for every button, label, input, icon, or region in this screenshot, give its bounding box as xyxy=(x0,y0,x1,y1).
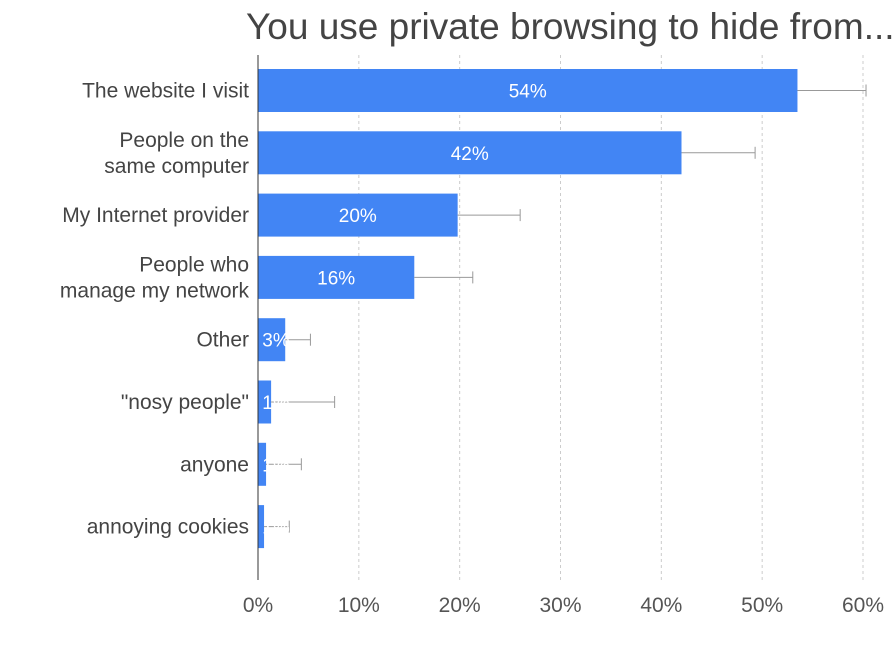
bar xyxy=(258,131,682,175)
bar xyxy=(258,255,415,299)
category-label: People on the xyxy=(119,129,249,152)
chart-title: You use private browsing to hide from... xyxy=(246,6,895,47)
bar-value-label: 42% xyxy=(451,144,489,165)
category-label: anyone xyxy=(180,453,249,476)
bar xyxy=(258,69,798,112)
bar-value-label: 20% xyxy=(339,206,377,227)
x-tick-label: 0% xyxy=(243,594,273,617)
bar xyxy=(258,442,267,486)
bar xyxy=(258,505,265,549)
category-label: The website I visit xyxy=(82,80,249,103)
x-tick-label: 60% xyxy=(842,594,884,617)
bar-value-label: 16% xyxy=(317,268,355,289)
category-label: Other xyxy=(196,329,249,352)
category-label: manage my network xyxy=(60,279,250,302)
bar xyxy=(258,318,286,362)
category-label: My Internet provider xyxy=(62,204,249,227)
bar-value-label: 3% xyxy=(262,331,290,352)
category-label: "nosy people" xyxy=(121,391,249,414)
category-label: People who xyxy=(139,253,249,276)
category-label: same computer xyxy=(104,155,249,178)
category-label: annoying cookies xyxy=(87,516,249,539)
x-tick-label: 40% xyxy=(640,594,682,617)
x-tick-label: 50% xyxy=(741,594,783,617)
bar-value-label: 54% xyxy=(509,82,547,103)
bar-value-label: 1% xyxy=(262,393,290,414)
bar-value-label: 1% xyxy=(262,455,290,476)
x-tick-label: 30% xyxy=(539,594,581,617)
bar xyxy=(258,193,458,237)
x-tick-label: 10% xyxy=(338,594,380,617)
bar xyxy=(258,380,272,424)
bar-value-label: 1% xyxy=(262,518,290,539)
x-tick-label: 20% xyxy=(439,594,481,617)
